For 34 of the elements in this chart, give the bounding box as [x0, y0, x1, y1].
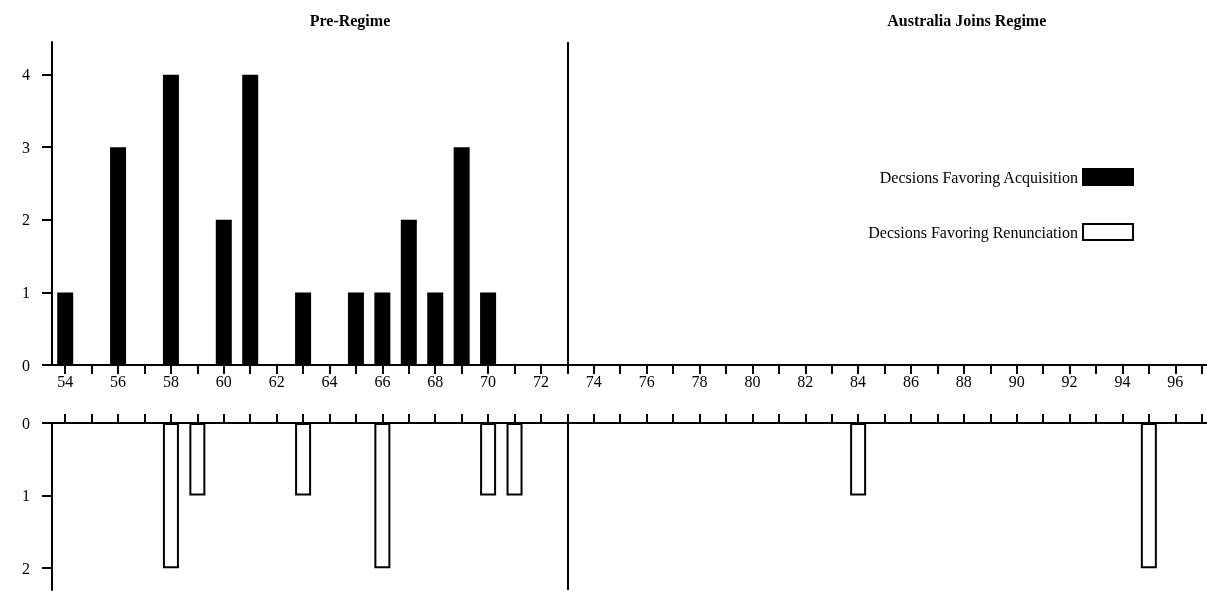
y-tick-label: 0	[22, 414, 30, 432]
x-tick-label: 64	[321, 372, 338, 390]
y-tick-label: 4	[22, 66, 30, 84]
x-tick-label: 78	[691, 372, 708, 390]
legend-label: Decsions Favoring Renunciation	[868, 223, 1078, 242]
x-tick-label: 60	[215, 372, 232, 390]
x-tick-label: 76	[638, 372, 655, 390]
text: Pre-Regime	[309, 11, 391, 30]
y-tick-label: 1	[22, 487, 30, 505]
text: Australia Joins Regime	[887, 11, 1047, 30]
x-tick-label: 90	[1008, 372, 1025, 390]
x-tick-label: 74	[585, 372, 602, 390]
x-tick-label: 84	[850, 372, 867, 390]
y-tick-label: 2	[22, 211, 30, 229]
x-tick-label: 66	[374, 372, 391, 390]
y-tick-label: 1	[22, 283, 30, 301]
x-tick-label: 94	[1114, 372, 1131, 390]
x-tick-label: 86	[902, 372, 919, 390]
x-tick-label: 68	[427, 372, 444, 390]
x-tick-label: 70	[480, 372, 497, 390]
x-tick-label: 62	[268, 372, 285, 390]
x-tick-label: 54	[57, 372, 74, 390]
x-tick-label: 56	[110, 372, 127, 390]
x-tick-label: 80	[744, 372, 761, 390]
legend-label: Decsions Favoring Acquisition	[879, 168, 1078, 187]
x-tick-label: 88	[955, 372, 972, 390]
x-tick-label: 82	[797, 372, 814, 390]
y-tick-label: 2	[22, 559, 30, 577]
x-tick-label: 72	[532, 372, 549, 390]
x-tick-label: 58	[162, 372, 179, 390]
x-tick-label: 96	[1167, 372, 1184, 390]
y-tick-label: 3	[22, 138, 30, 156]
y-tick-label: 0	[22, 356, 30, 374]
x-tick-label: 92	[1061, 372, 1078, 390]
